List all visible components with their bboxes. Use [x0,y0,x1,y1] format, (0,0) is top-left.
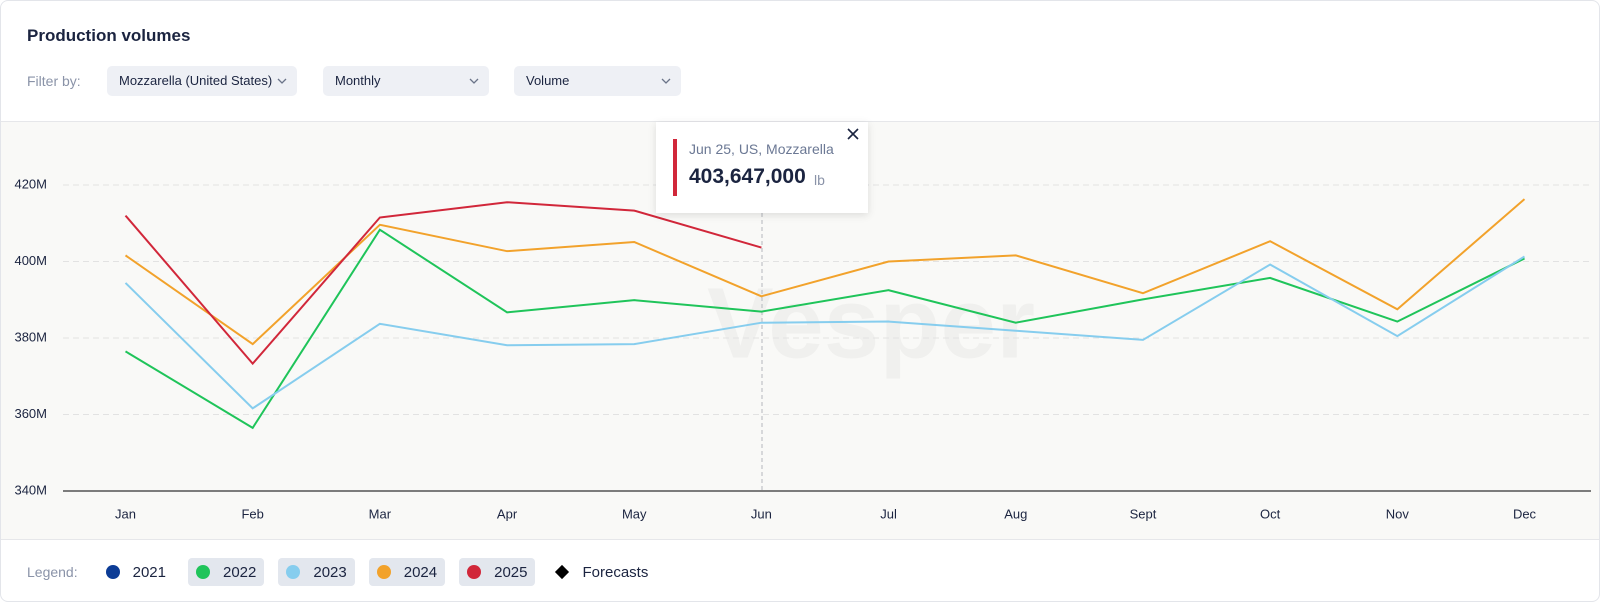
filter-text: Volume [526,73,570,88]
x-tick-label: Jul [880,506,897,521]
filter-label: Filter by: [27,73,81,89]
legend: Legend: 2021 2022 2023 2024 2025 Forecasts [27,558,670,586]
tooltip-unit: lb [814,172,825,188]
x-tick-label: Jan [115,506,136,521]
legend-swatch [467,565,482,579]
y-tick-label: 400M [14,253,47,268]
filter-dropdown[interactable]: Mozzarella (United States) [107,66,297,96]
y-tick-label: 360M [14,406,47,421]
filter-text: Monthly [335,73,381,88]
filter-dropdown[interactable]: Monthly [323,66,489,96]
close-button[interactable] [846,127,860,141]
chevron [277,78,287,84]
tooltip-bar [673,139,677,196]
legend-text: Forecasts [582,563,649,581]
legend-item[interactable]: Forecasts [549,558,656,586]
legend-item[interactable]: 2024 [368,558,446,586]
legend-text: 2021 [132,563,166,581]
legend-swatch [105,565,120,579]
chevron [661,78,671,84]
filter-text: Mozzarella (United States) [119,73,273,88]
tooltip-title: Jun 25, US, Mozzarella [689,141,834,157]
x-tick-label: Feb [241,506,263,521]
x-tick-label: Mar [369,506,392,521]
legend-swatch [195,565,210,579]
x-tick-label: Oct [1260,506,1281,521]
legend-swatch [555,564,570,580]
legend-swatch [286,565,301,579]
x-tick-label: Aug [1004,506,1027,521]
line-series [124,255,1526,410]
legend-item[interactable]: 2023 [278,558,355,586]
tooltip: Jun 25, US, Mozzarella 403,647,000 lb [656,122,868,213]
line-series [124,198,1526,346]
x-tick-label: Jun [751,506,772,521]
widget-title: Production volumes [27,26,191,45]
x-tick-label: Dec [1513,506,1537,521]
x-tick-label: May [622,506,647,521]
legend-text: 2025 [494,563,528,581]
chevron [469,78,479,84]
legend-swatch [376,565,391,579]
legend-text: 2022 [222,563,257,581]
x-tick-label: Nov [1386,506,1410,521]
filter-dropdown[interactable]: Volume [514,66,681,96]
legend-text: 2023 [313,563,347,581]
x-tick-label: Apr [497,506,518,521]
y-tick-label: 380M [14,329,47,344]
tooltip-value: 403,647,000 [689,165,806,188]
line-series [124,228,1525,430]
line-series [124,201,762,366]
y-tick-label: 420M [14,176,47,191]
legend-text: 2024 [403,563,438,581]
legend-item[interactable]: 2022 [187,558,265,586]
legend-label: Legend: [27,564,78,580]
y-tick-label: 340M [14,482,47,497]
legend-item[interactable]: 2021 [98,558,174,586]
legend-item[interactable]: 2025 [459,558,536,586]
x-tick-label: Sept [1130,506,1157,521]
